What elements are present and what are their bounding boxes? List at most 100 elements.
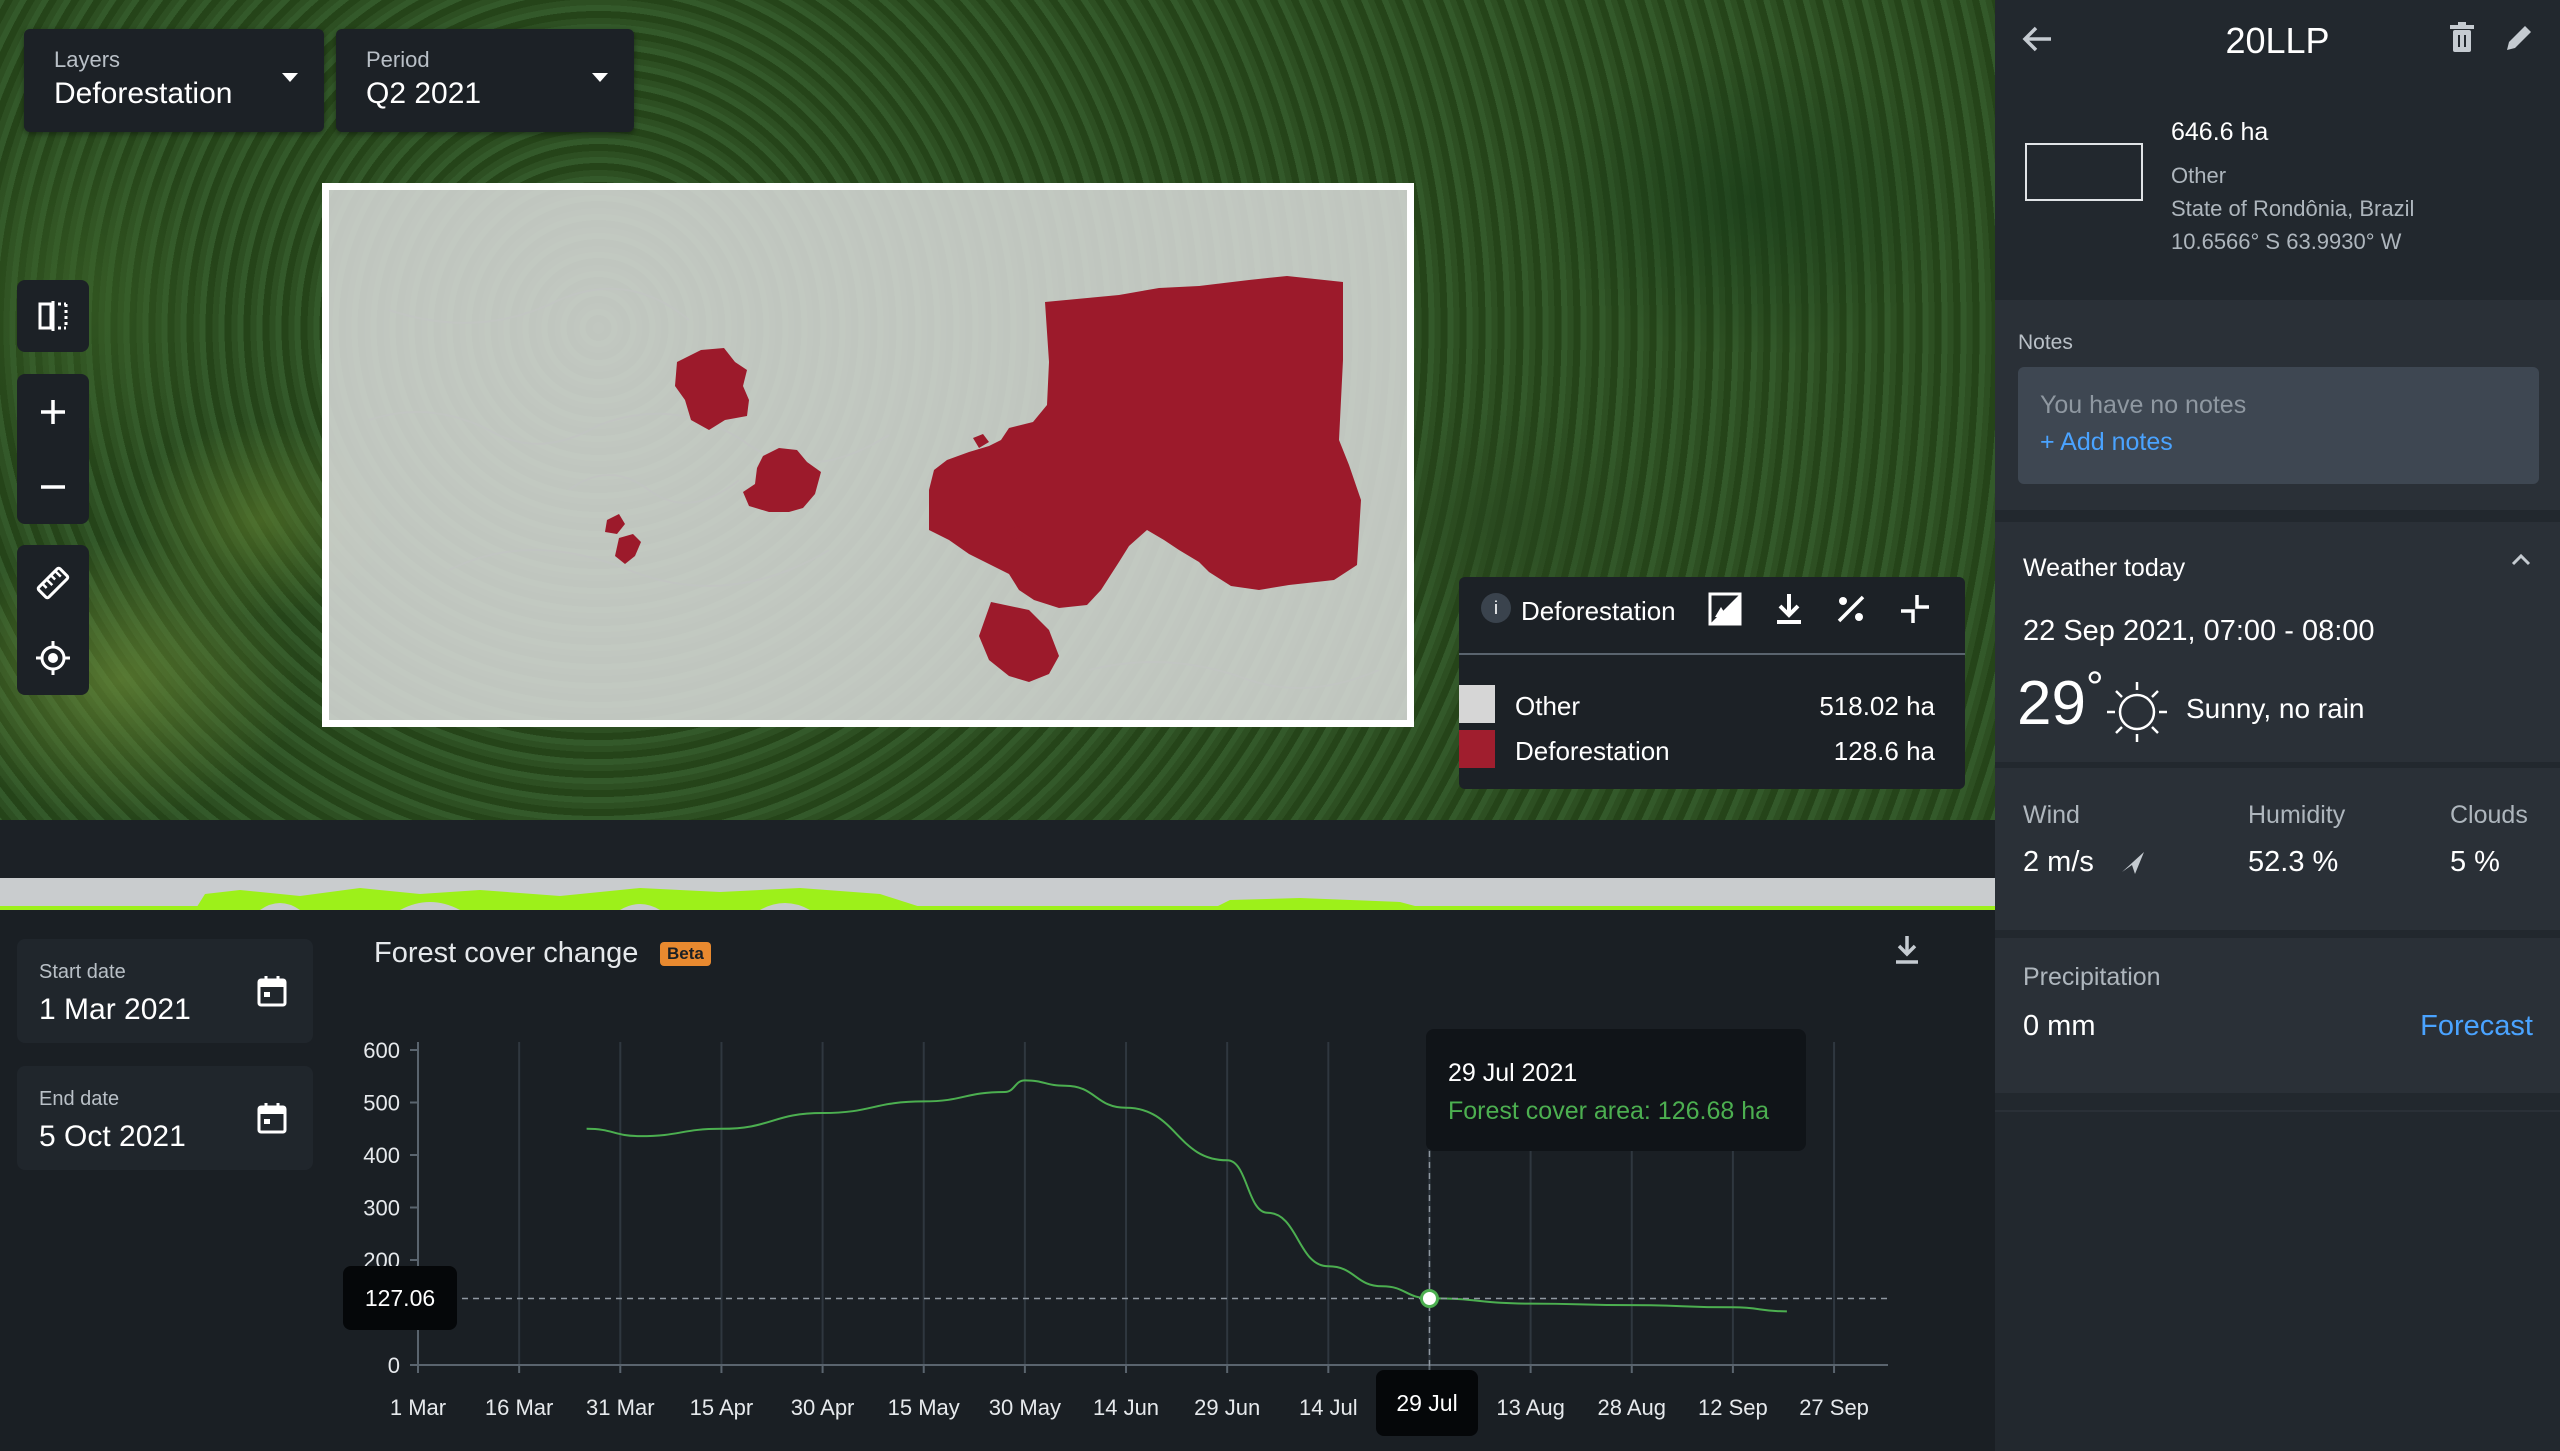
forest-cover-line <box>586 1079 1787 1313</box>
aoi-polygon[interactable] <box>322 183 1414 727</box>
x-tick-label: 31 Mar <box>586 1395 654 1420</box>
sun-icon <box>2105 680 2169 749</box>
start-date-field[interactable]: Start date 1 Mar 2021 <box>17 939 313 1043</box>
forecast-link[interactable]: Forecast <box>2420 1010 2533 1042</box>
details-panel: 20LLP 646.6 ha Other State of Rondônia, … <box>1995 0 2560 1451</box>
add-notes-link[interactable]: + Add notes <box>2040 428 2173 456</box>
y-tick-label: 0 <box>388 1353 400 1378</box>
start-date-label: Start date <box>39 961 126 983</box>
calendar-icon[interactable] <box>257 1102 287 1139</box>
x-tick-label: 15 May <box>888 1395 960 1420</box>
x-tick-label: 13 Aug <box>1496 1395 1565 1420</box>
panel-divider <box>1995 1110 2560 1112</box>
compare-split-icon[interactable] <box>17 280 89 352</box>
pencil-icon <box>2507 26 2531 50</box>
percent-toggle-button[interactable] <box>1833 591 1869 632</box>
forest-cover-chart[interactable]: 1 Mar 16 Mar 31 Mar 15 Apr 30 Apr 15 May 30 Ma… <box>0 910 1995 1451</box>
collapse-icon <box>1901 595 1929 623</box>
zoom-out-button[interactable] <box>17 451 89 523</box>
legend-item-value: 518.02 ha <box>1819 691 1935 721</box>
x-tick-label: 30 May <box>989 1395 1061 1420</box>
forest-cover-panel: Start date 1 Mar 2021 End date 5 Oct 202… <box>0 910 1995 1451</box>
clouds-value: 5 % <box>2450 846 2500 878</box>
field-location: State of Rondônia, Brazil <box>2171 196 2415 221</box>
temperature-value: 29 <box>2017 669 2086 738</box>
field-title: 20LLP <box>2225 20 2330 61</box>
x-tick-label: 29 Jun <box>1194 1395 1260 1420</box>
zoom-controls <box>17 374 89 524</box>
x-tick-label: 28 Aug <box>1598 1395 1667 1420</box>
legend-item-other: Other 518.02 ha <box>1459 681 1965 727</box>
precipitation-label: Precipitation <box>2023 963 2161 991</box>
download-icon <box>1777 594 1801 624</box>
x-tick-label: 15 Apr <box>690 1395 754 1420</box>
back-button[interactable] <box>2021 22 2055 61</box>
legend-item-deforestation: Deforestation 128.6 ha <box>1459 726 1965 772</box>
timeline-gap <box>0 820 1995 878</box>
end-date-field[interactable]: End date 5 Oct 2021 <box>17 1066 313 1170</box>
y-tick-label: 600 <box>363 1038 400 1063</box>
notes-label: Notes <box>2018 331 2073 354</box>
field-header: 20LLP 646.6 ha Other State of Rondônia, … <box>1995 0 2560 290</box>
precipitation-section: Precipitation 0 mm Forecast <box>1995 938 2560 1093</box>
period-label: Period <box>366 47 430 72</box>
highlight-point <box>1419 1288 1439 1308</box>
caret-down-icon <box>592 73 608 82</box>
collapse-weather-button[interactable] <box>2509 548 2533 577</box>
compare-tool[interactable] <box>17 280 89 352</box>
timeline-strip[interactable] <box>0 878 1995 910</box>
legend-card: i Deforestation Other 518.02 ha Deforest… <box>1459 577 1965 789</box>
field-thumbnail[interactable] <box>2025 143 2143 201</box>
arrow-left-icon <box>2022 26 2051 52</box>
end-date-value: 5 Oct 2021 <box>39 1120 186 1153</box>
contrast-button[interactable] <box>1707 591 1743 632</box>
x-tick-label: 12 Sep <box>1698 1395 1768 1420</box>
temperature-unit: ° <box>2085 663 2104 712</box>
info-icon[interactable]: i <box>1481 593 1511 623</box>
zoom-in-button[interactable] <box>17 376 89 448</box>
start-date-value: 1 Mar 2021 <box>39 993 191 1026</box>
collapse-legend-button[interactable] <box>1897 591 1933 632</box>
legend-item-name: Deforestation <box>1515 736 1670 766</box>
download-chart-button[interactable] <box>1892 934 1922 971</box>
edit-button[interactable] <box>2503 22 2535 59</box>
layers-dropdown[interactable]: Layers Deforestation <box>24 29 324 132</box>
end-date-label: End date <box>39 1088 120 1110</box>
legend-item-value: 128.6 ha <box>1833 736 1935 766</box>
chevron-up-icon <box>2511 553 2531 566</box>
layers-value: Deforestation <box>54 77 233 110</box>
weather-title: Weather today <box>2023 554 2186 582</box>
chart-title: Forest cover change <box>374 937 639 969</box>
weather-section: Weather today 22 Sep 2021, 07:00 - 08:00… <box>1995 522 2560 762</box>
download-layer-button[interactable] <box>1771 591 1807 632</box>
period-dropdown[interactable]: Period Q2 2021 <box>336 29 634 132</box>
field-category: Other <box>2171 163 2227 188</box>
period-value: Q2 2021 <box>366 77 482 110</box>
download-icon <box>1896 936 1918 964</box>
locate-button[interactable] <box>17 622 89 694</box>
legend-swatch <box>1459 685 1495 723</box>
plus-icon <box>41 399 65 424</box>
wind-label: Wind <box>2023 801 2080 829</box>
caret-down-icon <box>282 73 298 82</box>
clouds-label: Clouds <box>2450 801 2528 829</box>
y-tick-label: 400 <box>363 1143 400 1168</box>
x-tick-label: 27 Sep <box>1799 1395 1869 1420</box>
legend-swatch <box>1459 730 1495 768</box>
humidity-value: 52.3 % <box>2248 846 2339 878</box>
x-tick-label: 30 Apr <box>791 1395 855 1420</box>
legend-divider <box>1459 653 1965 655</box>
beta-badge: Beta <box>660 942 711 966</box>
x-tick-label: 14 Jun <box>1093 1395 1159 1420</box>
notes-empty-text: You have no notes <box>2040 391 2247 419</box>
y-tick-label: 300 <box>363 1196 400 1221</box>
delete-button[interactable] <box>2449 22 2475 59</box>
ruler-button[interactable] <box>17 547 89 619</box>
contrast-icon <box>1708 592 1742 626</box>
legend-title: Deforestation <box>1521 596 1676 626</box>
x-tick-label: 1 Mar <box>390 1395 446 1420</box>
notes-box[interactable]: You have no notes + Add notes <box>2018 367 2539 484</box>
satellite-map[interactable]: Layers Deforestation Period Q2 2021 <box>0 0 1995 820</box>
calendar-icon[interactable] <box>257 975 287 1012</box>
legend-item-name: Other <box>1515 691 1581 721</box>
